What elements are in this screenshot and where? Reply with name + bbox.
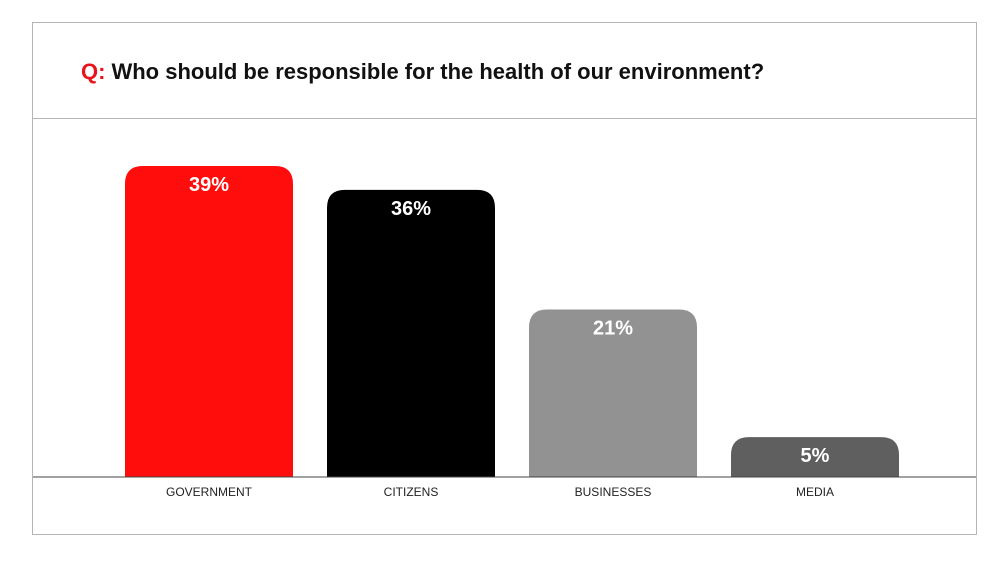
value-label-citizens: 36% [391,198,431,220]
bar-government [125,166,293,477]
chart-header: Q: Who should be responsible for the heal… [33,23,976,119]
category-label-citizens: CITIZENS [384,485,439,499]
bar-businesses [529,309,697,477]
category-label-government: GOVERNMENT [166,485,253,499]
chart-title: Q: Who should be responsible for the heal… [81,59,764,85]
category-label-businesses: BUSINESSES [575,485,652,499]
category-label-media: MEDIA [796,485,834,499]
value-label-businesses: 21% [593,318,633,340]
value-label-government: 39% [189,174,229,196]
value-label-media: 5% [801,445,830,467]
question-prefix: Q: [81,59,106,84]
bar-citizens [327,189,495,477]
question-text: Who should be responsible for the health… [111,59,765,84]
bar-media [731,437,899,477]
